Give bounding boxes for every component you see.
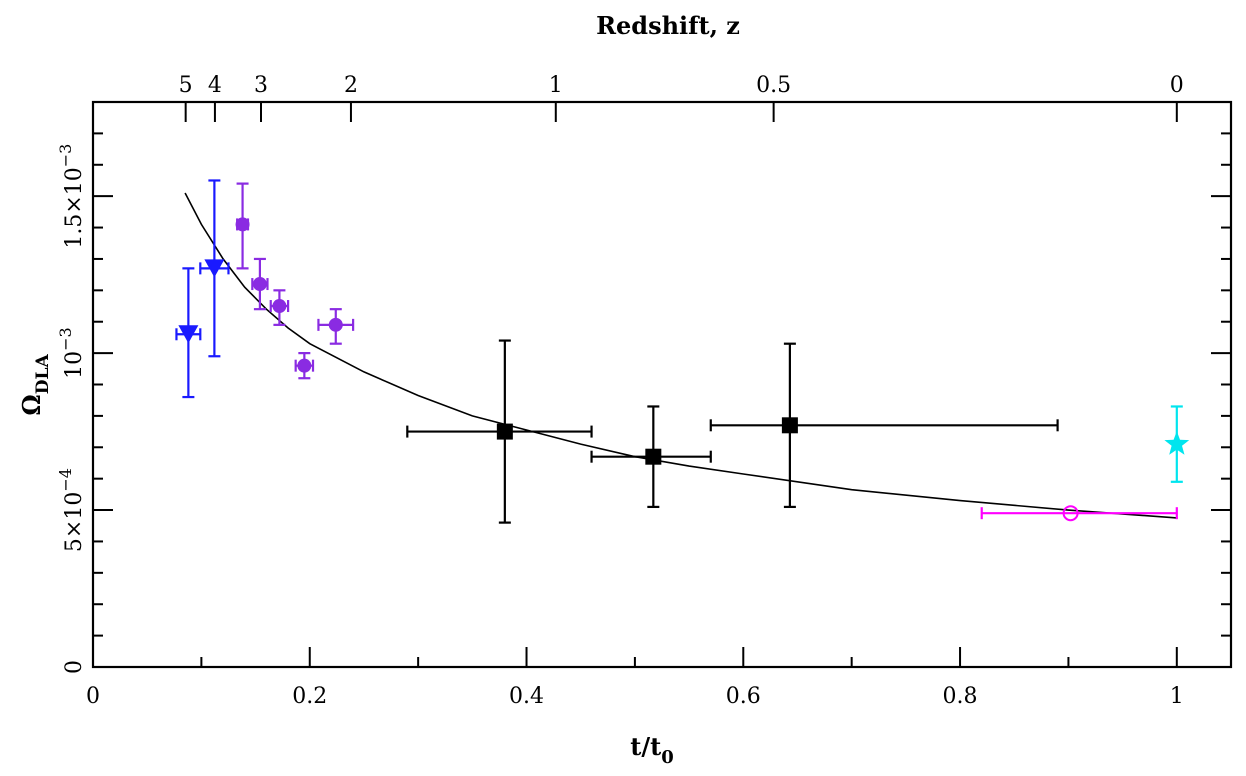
top-tick-label: 5 <box>179 73 193 98</box>
data-point <box>1062 505 1079 522</box>
axis-labels-layer: Redshift, z t/t0 ΩDLA <box>17 11 740 768</box>
series-star <box>1164 405 1190 483</box>
y-tick-label-text: 10−3 <box>56 327 87 379</box>
y-axis-title-omega: Ω <box>17 394 46 415</box>
x-tick-label: 1 <box>1170 684 1184 709</box>
x-tick-label: 0.4 <box>509 684 544 709</box>
data-point <box>496 423 513 440</box>
y-tick-label-base: 1.5×10 <box>62 167 87 248</box>
series-black-squares <box>406 339 1059 524</box>
top-tick-label: 4 <box>208 73 222 98</box>
top-tick-label: 2 <box>344 73 358 98</box>
data-point <box>328 317 343 332</box>
y-axis-title-sub: DLA <box>33 354 53 395</box>
data-point <box>297 358 312 373</box>
y-tick-label-text: 1.5×10−3 <box>56 144 87 249</box>
x-tick-label: 0.6 <box>726 684 761 709</box>
y-tick-label: 10−3 <box>56 327 87 379</box>
data-point <box>235 217 250 232</box>
x-tick-label: 0 <box>86 684 100 709</box>
x-axis-title-sub: 0 <box>661 747 674 768</box>
plot-frame <box>91 100 1233 669</box>
top-tick-label: 0 <box>1170 73 1184 98</box>
y-tick-label-exp: −4 <box>56 468 75 492</box>
y-tick-label-text: 5×10−4 <box>56 468 87 552</box>
x-tick-label: 0.8 <box>943 684 978 709</box>
y-tick-label: 0 <box>62 660 87 674</box>
y-tick-label-text: 0 <box>62 660 87 674</box>
data-point <box>1164 431 1190 455</box>
top-tick-label: 0.5 <box>756 73 791 98</box>
x-axis-title: t/t0 <box>630 732 673 768</box>
data-point <box>178 325 199 344</box>
series-open-circle <box>980 505 1178 522</box>
y-axis-title: ΩDLA <box>17 354 53 416</box>
y-tick-label-base: 10 <box>62 351 87 379</box>
data-point <box>272 299 287 314</box>
data-point <box>252 277 267 292</box>
series-purple-circles <box>235 182 355 380</box>
data-point <box>781 417 798 434</box>
y-tick-label-base: 5×10 <box>62 492 87 552</box>
axes-layer: 0 0.2 0.4 0.6 0.8 105×10−410−31.5×10−35 4 3 2 1 0.… <box>56 73 1233 709</box>
top-tick-label: 1 <box>549 73 563 98</box>
top-axis-title: Redshift, z <box>596 11 740 40</box>
x-axis-title-main: t/t <box>630 732 661 761</box>
data-point <box>204 259 225 278</box>
y-tick-label: 1.5×10−3 <box>56 144 87 249</box>
model-curve-layer <box>184 192 1177 519</box>
data-points-layer <box>175 179 1190 524</box>
y-tick-label-exp: −3 <box>56 327 75 351</box>
top-tick-label: 3 <box>254 73 268 98</box>
series-triangles <box>175 179 230 399</box>
y-axis-title-main: ΩDLA <box>17 354 53 416</box>
model-curve <box>184 192 1177 519</box>
y-tick-label-base: 0 <box>62 660 87 674</box>
y-tick-label-exp: −3 <box>56 144 75 168</box>
x-tick-label: 0.2 <box>292 684 327 709</box>
y-tick-label: 5×10−4 <box>56 468 87 552</box>
data-point <box>645 448 662 465</box>
